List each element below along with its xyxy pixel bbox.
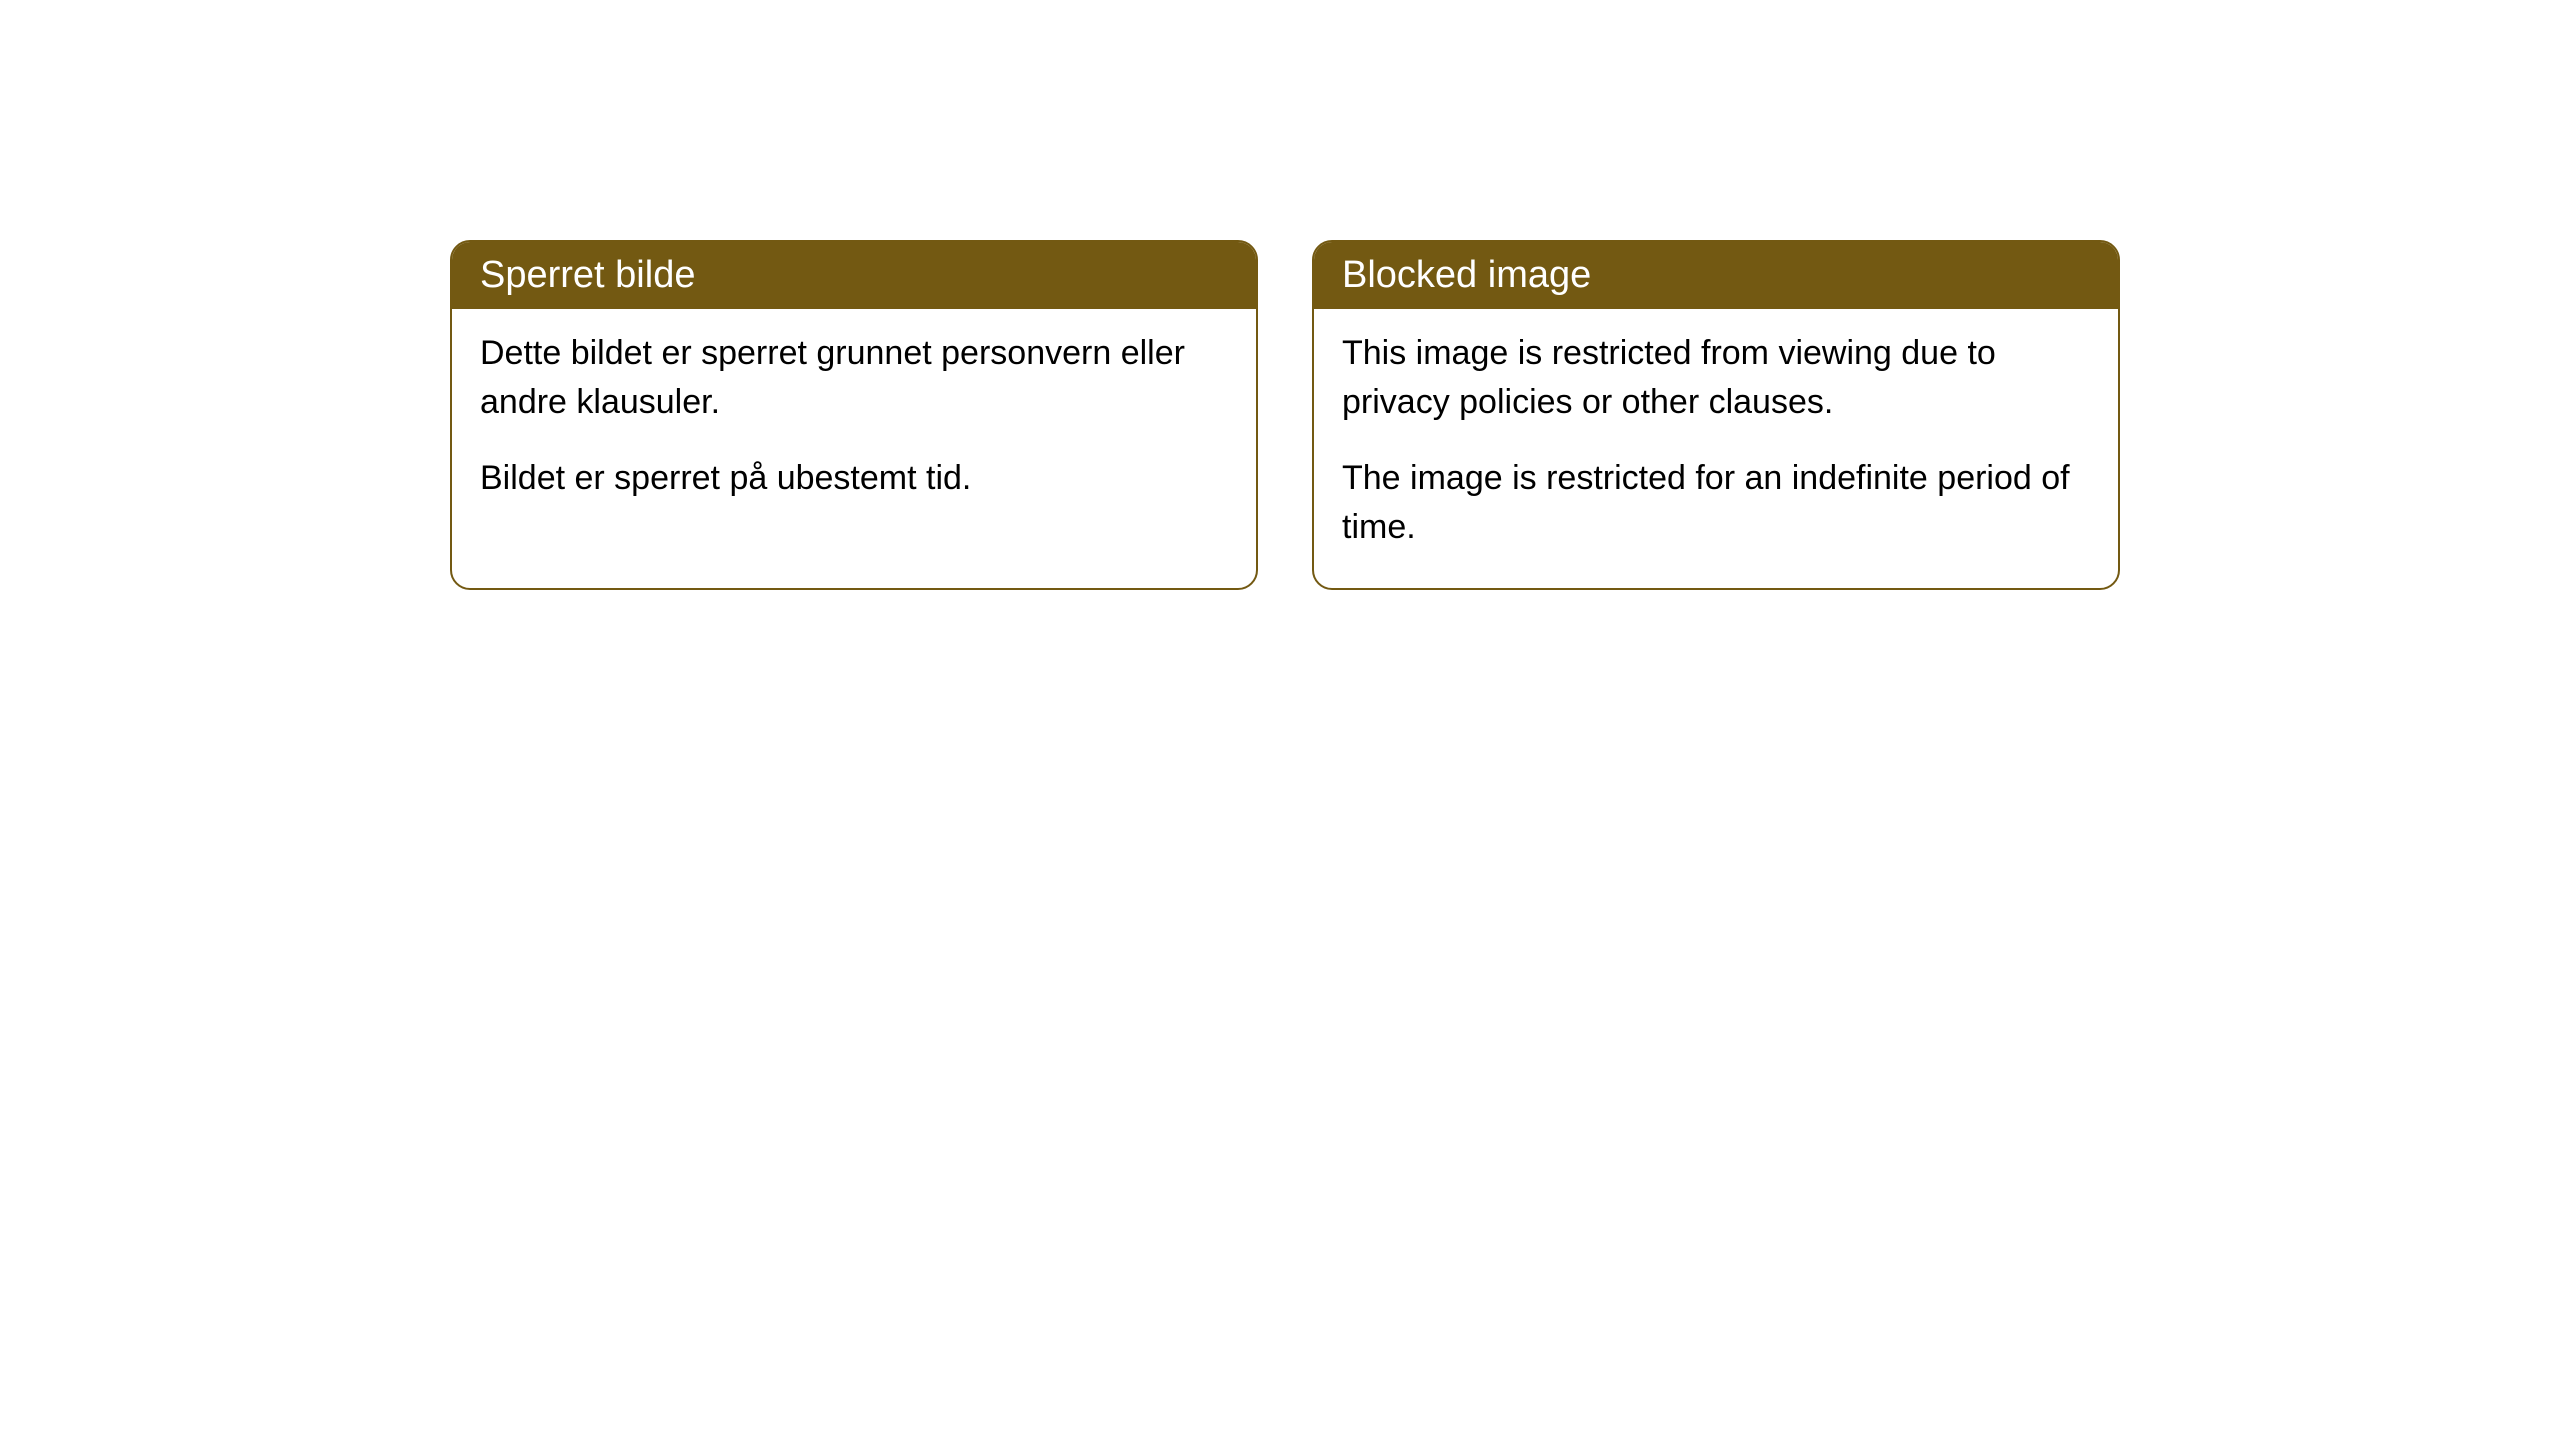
card-header-norwegian: Sperret bilde — [452, 242, 1256, 309]
card-paragraph: Dette bildet er sperret grunnet personve… — [480, 329, 1228, 428]
blocked-image-card-norwegian: Sperret bilde Dette bildet er sperret gr… — [450, 240, 1258, 590]
card-body-norwegian: Dette bildet er sperret grunnet personve… — [452, 309, 1256, 539]
card-title: Blocked image — [1342, 254, 1591, 296]
card-paragraph: This image is restricted from viewing du… — [1342, 329, 2090, 428]
card-paragraph: Bildet er sperret på ubestemt tid. — [480, 454, 1228, 503]
card-paragraph: The image is restricted for an indefinit… — [1342, 454, 2090, 553]
card-body-english: This image is restricted from viewing du… — [1314, 309, 2118, 588]
card-header-english: Blocked image — [1314, 242, 2118, 309]
blocked-image-card-english: Blocked image This image is restricted f… — [1312, 240, 2120, 590]
blocked-image-cards: Sperret bilde Dette bildet er sperret gr… — [450, 240, 2120, 590]
card-title: Sperret bilde — [480, 254, 695, 296]
